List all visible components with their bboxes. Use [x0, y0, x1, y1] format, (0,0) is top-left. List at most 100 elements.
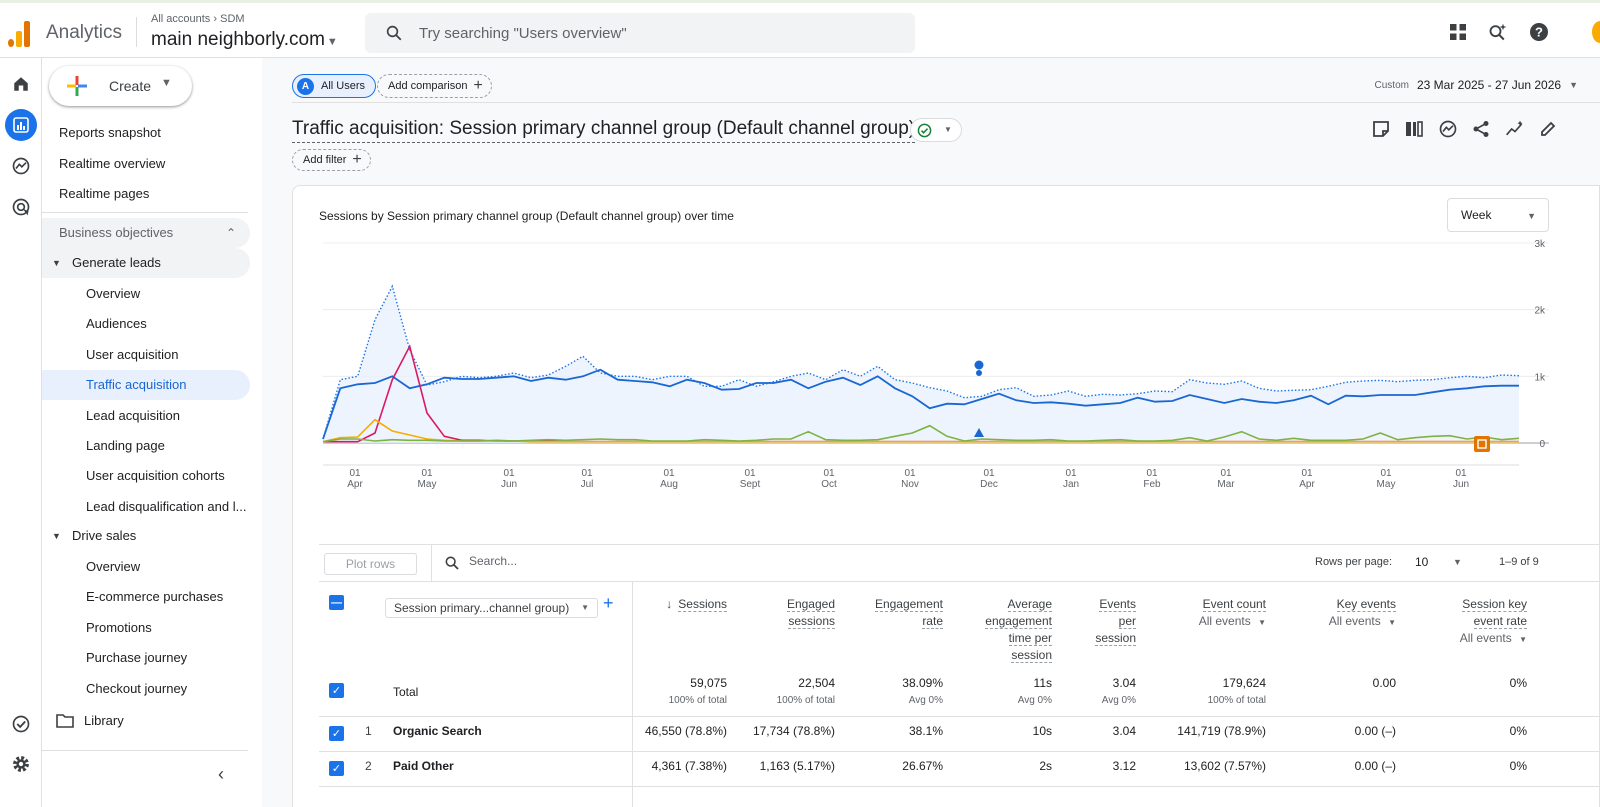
table-cell: 13,602 (7.57%)	[1183, 759, 1266, 773]
sidebar-item-lead-disqualification-and-l[interactable]: Lead disqualification and l...	[86, 498, 247, 514]
section-label: Business objectives	[59, 225, 174, 240]
sidebar-item-traffic-acquisition[interactable]: Traffic acquisition	[42, 370, 250, 401]
report-status-chip[interactable]: ▼	[910, 118, 962, 142]
date-range-value: 23 Mar 2025 - 27 Jun 2026	[1416, 78, 1562, 92]
sidebar-item-realtime-pages[interactable]: Realtime pages	[59, 186, 150, 201]
column-header-label: session	[1011, 648, 1052, 663]
property-selector[interactable]: main neighborly.com ▼	[151, 29, 338, 51]
event-filter-label[interactable]: All events	[1459, 631, 1512, 645]
column-header[interactable]: ↓ Sessions	[597, 596, 727, 613]
group-label: Generate leads	[72, 255, 161, 270]
dimension-label: Session primary...channel group)	[394, 601, 570, 615]
column-header-label: Sessions	[678, 597, 727, 612]
event-filter-label[interactable]: All events	[1328, 614, 1381, 628]
section-business-objectives[interactable]: Business objectives ⌃	[42, 218, 250, 248]
y-tick-label: 2k	[1534, 306, 1546, 317]
sidebar-item-sales-e-commerce-purchases[interactable]: E-commerce purchases	[86, 589, 224, 605]
column-header[interactable]: Event count All events ▼	[1136, 596, 1266, 631]
search-input[interactable]	[419, 21, 889, 45]
row-channel-name[interactable]: Paid Other	[393, 759, 454, 773]
event-filter-label[interactable]: All events	[1198, 614, 1251, 628]
share-icon[interactable]	[1470, 118, 1492, 140]
column-header[interactable]: Session key event rate All events ▼	[1397, 596, 1527, 648]
home-icon[interactable]	[5, 68, 37, 100]
edit-pencil-icon[interactable]	[1537, 118, 1559, 140]
account-avatar[interactable]	[1592, 21, 1600, 43]
row-divider	[319, 786, 1600, 787]
series-line	[322, 368, 1519, 440]
group-drive-sales[interactable]: ▼ Drive sales	[42, 521, 250, 551]
column-header[interactable]: Engaged sessions	[705, 596, 835, 630]
y-tick-label: 3k	[1534, 239, 1546, 250]
dimension-select[interactable]: Session primary...channel group) ▼	[385, 598, 598, 618]
collapse-nav-chevron-icon[interactable]: ‹	[218, 764, 224, 784]
sidebar-item-user-acquisition-cohorts[interactable]: User acquisition cohorts	[86, 468, 225, 484]
caret-down-icon: ▼	[1519, 635, 1527, 644]
plus-icon: +	[473, 77, 483, 94]
sidebar-item-audiences[interactable]: Audiences	[86, 316, 147, 332]
add-filter-button[interactable]: Add filter +	[292, 149, 371, 171]
sidebar-item-landing-page[interactable]: Landing page	[86, 438, 165, 453]
sidebar-item-lead-acquisition[interactable]: Lead acquisition	[86, 407, 180, 423]
reports-icon[interactable]	[5, 109, 37, 141]
insights-icon[interactable]	[1437, 118, 1459, 140]
sidebar-item-sales-checkout-journey[interactable]: Checkout journey	[86, 680, 188, 696]
compare-columns-icon[interactable]	[1403, 118, 1425, 140]
app-title[interactable]: Analytics	[46, 22, 123, 43]
column-header[interactable]: Engagement rate	[813, 596, 943, 630]
row-channel-name[interactable]: Organic Search	[393, 724, 482, 738]
configure-icon[interactable]	[5, 708, 37, 740]
total-value: 11s	[1033, 676, 1052, 690]
apps-grid-icon[interactable]	[1447, 21, 1469, 43]
table-search-input[interactable]	[469, 554, 669, 568]
table-toolbar: Plot rows Rows per page: 10 ▼ 1–9 of 9	[319, 544, 1600, 582]
add-dimension-plus-icon[interactable]: +	[603, 593, 614, 613]
add-comparison-label: Add comparison	[388, 80, 468, 92]
row-checkbox[interactable]: ✓	[329, 761, 344, 776]
sidebar-item-user-acquisition[interactable]: User acquisition	[86, 346, 179, 362]
sidebar-item-realtime-overview[interactable]: Realtime overview	[59, 155, 166, 171]
search-bar[interactable]	[365, 13, 915, 53]
report-title[interactable]: Traffic acquisition: Session primary cha…	[292, 118, 916, 143]
segment-chip[interactable]: A All Users	[292, 74, 377, 98]
sidebar-item-sales-purchase-journey[interactable]: Purchase journey	[86, 650, 188, 666]
explore-icon[interactable]	[5, 150, 37, 182]
account-breadcrumb[interactable]: All accounts › SDM	[151, 13, 245, 25]
date-range-picker[interactable]: Custom 23 Mar 2025 - 27 Jun 2026 ▼	[1375, 78, 1578, 92]
annotation-icon[interactable]	[1370, 118, 1392, 140]
rows-per-page-select[interactable]: 10	[1415, 555, 1429, 569]
group-generate-leads[interactable]: ▼ Generate leads	[42, 248, 250, 278]
add-comparison-button[interactable]: Add comparison +	[377, 74, 492, 98]
select-all-checkbox[interactable]: —	[329, 595, 344, 610]
plot-rows-button[interactable]: Plot rows	[324, 553, 417, 575]
column-header[interactable]: Average engagement time per session	[922, 596, 1052, 664]
advertising-icon[interactable]	[5, 191, 37, 223]
library-link[interactable]: Library	[56, 713, 124, 728]
caret-down-icon[interactable]: ▼	[1453, 557, 1462, 567]
total-subvalue: Avg 0%	[1017, 695, 1052, 706]
insights-search-icon[interactable]	[1487, 21, 1509, 43]
total-value: 22,504	[798, 676, 835, 690]
x-tick-month: Oct	[821, 479, 837, 490]
sidebar-item-reports-snapshot[interactable]: Reports snapshot	[59, 125, 161, 140]
granularity-select[interactable]: Week ▼	[1447, 198, 1549, 232]
row-checkbox[interactable]: ✓	[329, 726, 344, 741]
x-tick-month: Jun	[1453, 479, 1469, 490]
sidebar-item-sales-promotions[interactable]: Promotions	[86, 619, 152, 635]
total-checkbox[interactable]: ✓	[329, 683, 344, 698]
sessions-line-chart[interactable]: 3k2k1k001Apr01May01Jun01Jul01Aug01Sept01…	[293, 231, 1599, 501]
sidebar-item-overview[interactable]: Overview	[86, 286, 141, 301]
create-button[interactable]: Create ▼	[49, 66, 192, 106]
granularity-value: Week	[1461, 208, 1492, 222]
x-tick-day: 01	[983, 468, 995, 479]
column-header[interactable]: Events per session	[1006, 596, 1136, 647]
column-header[interactable]: Key events All events ▼	[1266, 596, 1396, 631]
trend-sparkle-icon[interactable]	[1504, 118, 1526, 140]
sidebar-item-sales-overview[interactable]: Overview	[86, 559, 141, 574]
column-header-label: Engagement	[874, 597, 943, 612]
sort-arrow-down-icon: ↓	[666, 597, 673, 611]
analytics-logo[interactable]	[8, 19, 30, 47]
settings-gear-icon[interactable]	[5, 748, 37, 780]
help-icon[interactable]: ?	[1528, 21, 1550, 43]
x-tick-month: Jan	[1063, 479, 1079, 490]
